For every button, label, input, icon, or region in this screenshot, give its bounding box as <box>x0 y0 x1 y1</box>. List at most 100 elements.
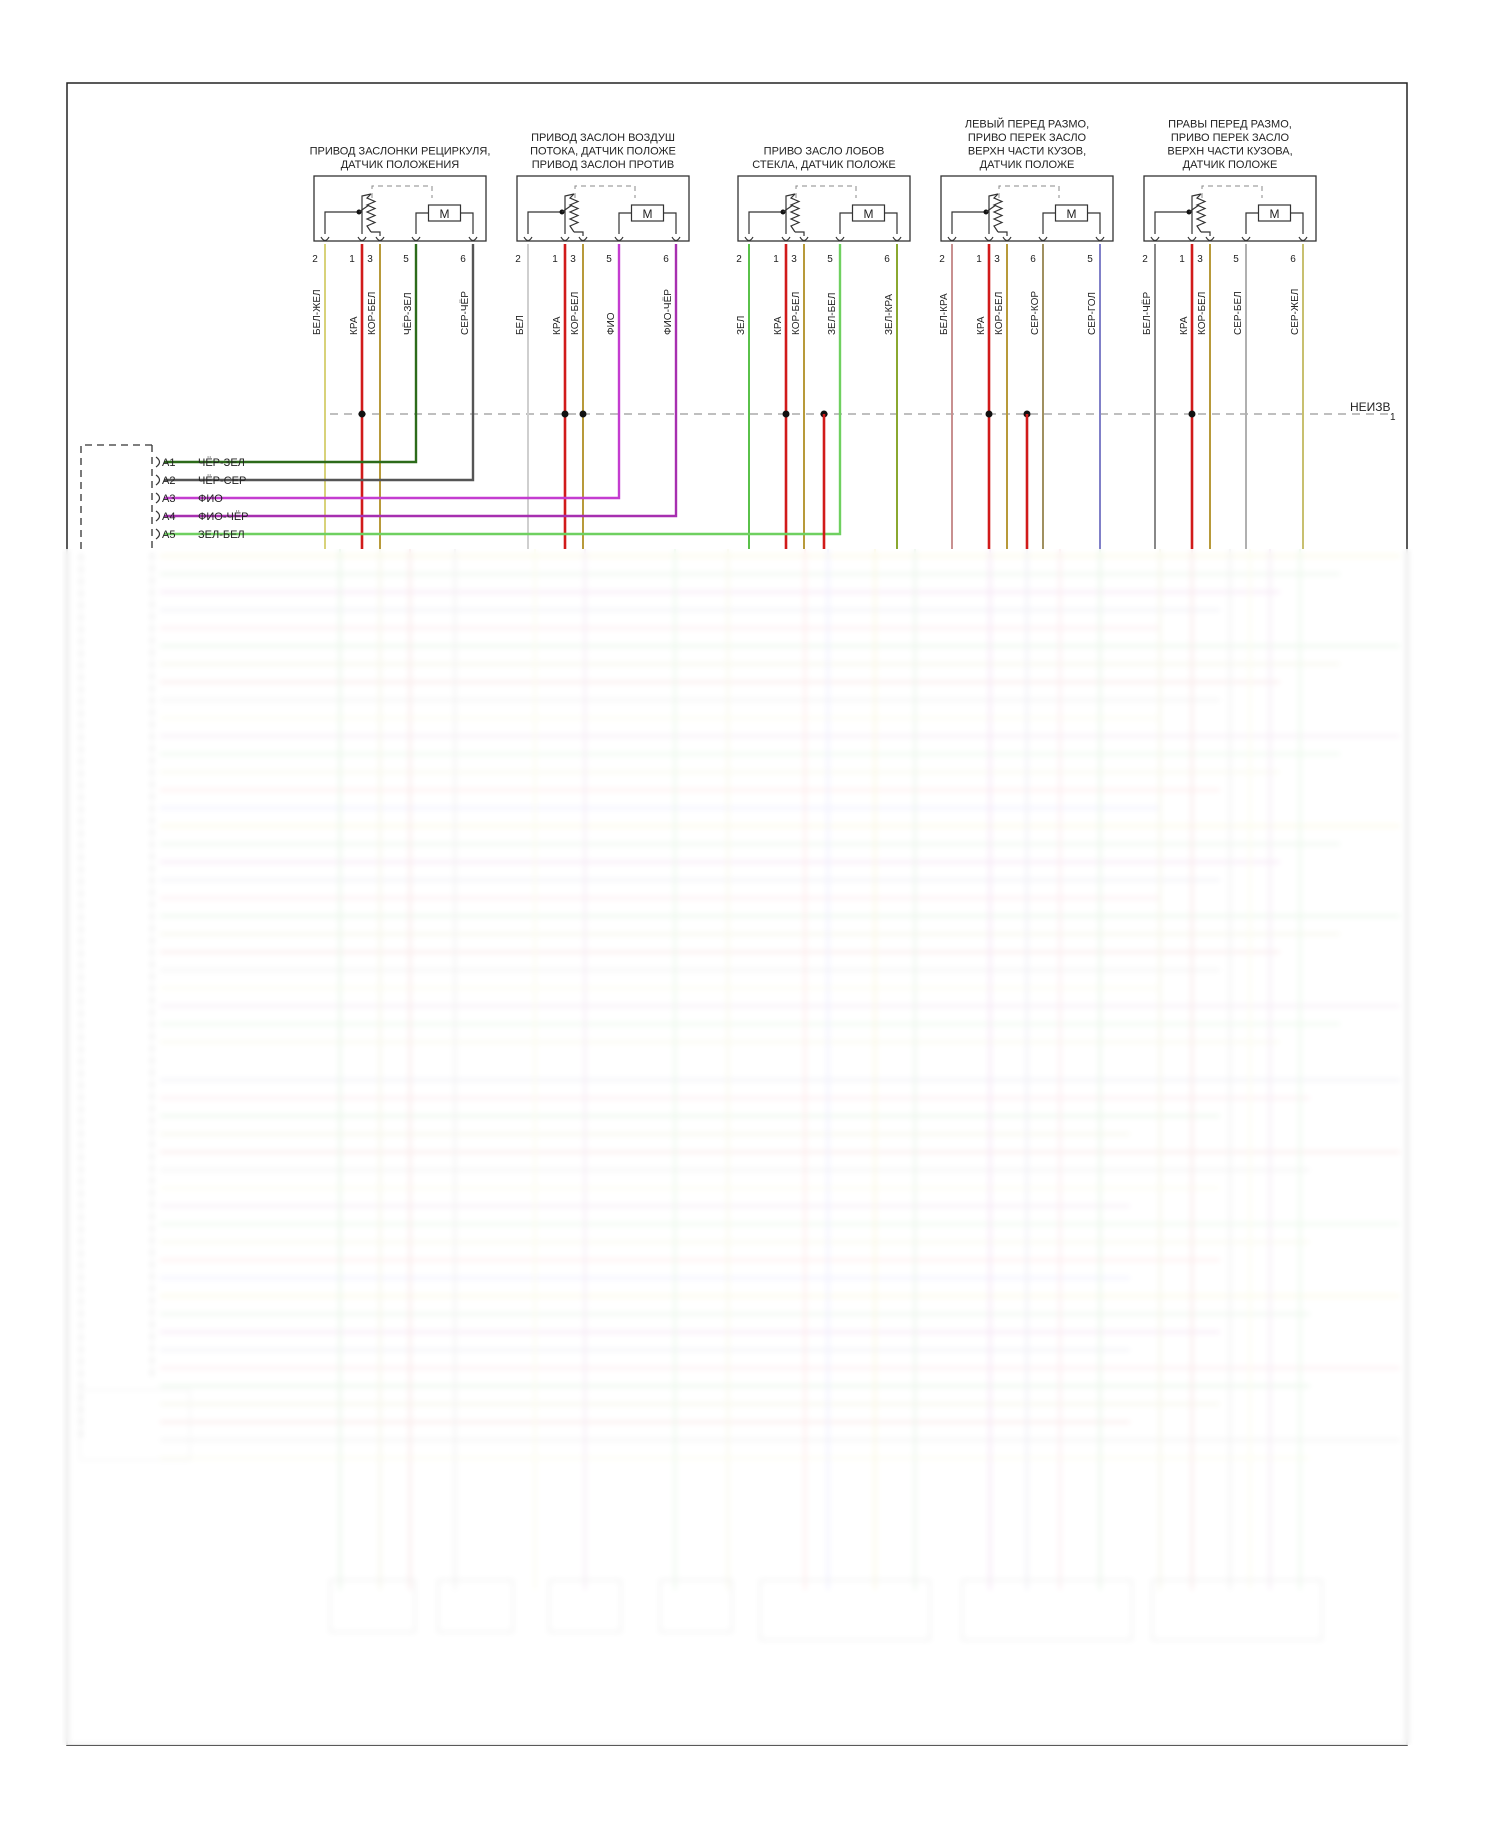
pot-lead-1 <box>361 193 372 234</box>
component-title-line: ПРИВО ЗАСЛО ЛОБОВ <box>764 146 885 158</box>
pin-number: 3 <box>994 254 1000 265</box>
pin-terminal <box>835 236 845 242</box>
mechanical-link-dashed <box>371 185 433 198</box>
pin-terminal <box>1241 236 1251 242</box>
splice-dot <box>985 410 993 418</box>
motor-label: M <box>440 207 450 221</box>
pin-terminal <box>1150 236 1160 242</box>
connector-wire-label: ЧЁР-ЗЕЛ <box>198 457 245 469</box>
wire-label: КРА <box>773 316 784 335</box>
mechanical-link-dashed <box>998 185 1060 198</box>
pin-number: 6 <box>663 254 669 265</box>
splice-dot <box>579 410 587 418</box>
connector-terminal <box>155 492 161 504</box>
wire-label: ФИО <box>606 312 617 335</box>
wire-label: КОР-БЕЛ <box>367 292 378 335</box>
pot-lead-1 <box>1191 193 1202 234</box>
pin-terminal <box>781 236 791 242</box>
wire-to-connector <box>164 244 842 536</box>
component-title-line: ВЕРХН ЧАСТИ КУЗОВ, <box>968 146 1086 158</box>
pin-number: 6 <box>1290 254 1296 265</box>
splice-dot <box>1188 410 1196 418</box>
pin-terminal <box>947 236 957 242</box>
pin-number: 2 <box>515 254 521 265</box>
connector-terminal <box>155 528 161 540</box>
connector-wire-label: ФИО-ЧЁР <box>198 511 249 523</box>
pin-number: 3 <box>367 254 373 265</box>
component-title-line: ПРАВЫ ПЕРЕД РАЗМО, <box>1168 119 1292 131</box>
pin-terminal <box>1205 236 1215 242</box>
component-box <box>940 175 1114 242</box>
motor-lead-a <box>1245 212 1259 234</box>
component-title-line: ПРИВО ПЕРЕК ЗАСЛО <box>1171 132 1290 144</box>
wire-label: БЕЛ-ЖЕЛ <box>312 289 323 335</box>
wire-label: ФИО-ЧЁР <box>662 289 674 335</box>
pin-number: 5 <box>1087 254 1093 265</box>
wire-label: СЕР-ЧЁР <box>459 291 471 335</box>
pin-terminal <box>614 236 624 242</box>
component-title-line: ПОТОКА, ДАТЧИК ПОЛОЖЕ <box>530 146 676 158</box>
wire-label: КРА <box>1179 316 1190 335</box>
pin-terminal <box>1002 236 1012 242</box>
wire-label: ЗЕЛ-КРА <box>884 294 895 335</box>
pin-number: 3 <box>1197 254 1203 265</box>
splice-dot <box>782 410 790 418</box>
component-title-line: ДАТЧИК ПОЛОЖЕ <box>980 159 1075 171</box>
wire-to-connector <box>164 244 678 518</box>
motor-label: M <box>1270 207 1280 221</box>
wire-label: СЕР-КОР <box>1030 291 1041 335</box>
component-title-line: СТЕКЛА, ДАТЧИК ПОЛОЖЕ <box>752 159 895 171</box>
mechanical-link-dashed <box>574 185 636 198</box>
pin-terminal <box>468 236 478 242</box>
motor-lead-b <box>663 212 677 234</box>
motor-lead-b <box>1290 212 1304 234</box>
motor-lead-a <box>415 212 429 234</box>
motor-label: M <box>1067 207 1077 221</box>
pin-number: 1 <box>773 254 779 265</box>
potentiometer-resistor <box>365 193 377 233</box>
pot-lead-1 <box>988 193 999 234</box>
ground-pin: 1 <box>1390 412 1396 423</box>
potentiometer-wiper-lead <box>1154 211 1189 234</box>
wire-label: КОР-БЕЛ <box>570 292 581 335</box>
connector-pin-id: A3 <box>162 493 175 505</box>
component-title-line: ДАТЧИК ПОЛОЖЕНИЯ <box>341 159 460 171</box>
wire-label: ЗЕЛ-БЕЛ <box>827 293 838 335</box>
pin-number: 1 <box>976 254 982 265</box>
pin-terminal <box>578 236 588 242</box>
blurred-region <box>62 549 1414 1745</box>
pin-number: 2 <box>736 254 742 265</box>
pot-lead-3 <box>998 231 1008 236</box>
wire-to-connector <box>164 244 418 464</box>
pin-number: 2 <box>939 254 945 265</box>
potentiometer-resistor <box>1195 193 1207 233</box>
connector-pin-id: A4 <box>162 511 175 523</box>
wire-label: КРА <box>976 316 987 335</box>
pin-number: 1 <box>1179 254 1185 265</box>
components-layer: ПРИВОД ЗАСЛОНКИ РЕЦИРКУЛЯ,ДАТЧИК ПОЛОЖЕН… <box>164 118 1317 549</box>
potentiometer-resistor <box>789 193 801 233</box>
component-title-line: ПРИВОД ЗАСЛОН ВОЗДУШ <box>531 132 675 144</box>
pin-terminal <box>671 236 681 242</box>
component-box <box>516 175 690 242</box>
pin-terminal <box>560 236 570 242</box>
pin-number: 6 <box>1030 254 1036 265</box>
connector-terminal <box>155 510 161 522</box>
component-box <box>737 175 911 242</box>
connector-terminal <box>155 456 161 468</box>
wire-label: СЕР-ЖЕЛ <box>1290 289 1301 335</box>
potentiometer-wiper-lead <box>951 211 986 234</box>
pot-lead-3 <box>1201 231 1211 236</box>
pin-terminal <box>892 236 902 242</box>
pin-terminal <box>320 236 330 242</box>
pin-terminal <box>799 236 809 242</box>
wire-label: КОР-БЕЛ <box>1197 292 1208 335</box>
mechanical-link-dashed <box>1201 185 1263 198</box>
pot-lead-1 <box>564 193 575 234</box>
pin-terminal <box>411 236 421 242</box>
wire-label: КОР-БЕЛ <box>791 292 802 335</box>
connector-pin-id: A5 <box>162 529 175 541</box>
pin-number: 3 <box>791 254 797 265</box>
wire-label: СЕР-ГОЛ <box>1087 292 1098 335</box>
pin-terminal <box>744 236 754 242</box>
